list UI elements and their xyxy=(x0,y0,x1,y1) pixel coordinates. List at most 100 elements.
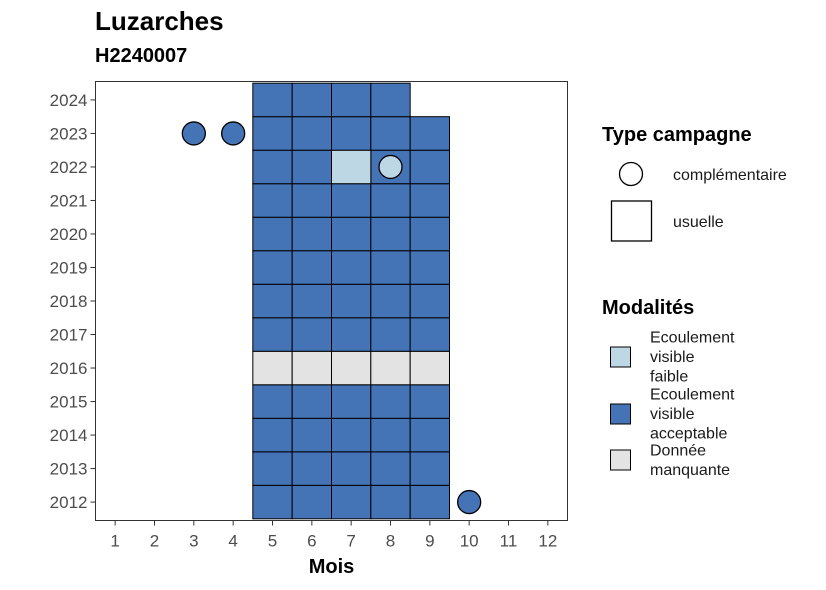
cell-2021-8 xyxy=(370,183,411,218)
point-2012-10 xyxy=(457,489,482,515)
cell-2013-7 xyxy=(331,451,372,486)
cell-2022-6 xyxy=(291,149,332,185)
heatmap-cells xyxy=(252,82,450,520)
x-tick-label-9: 9 xyxy=(425,532,434,551)
legend-label-faible-1: visible xyxy=(650,349,695,366)
cell-2014-6 xyxy=(291,417,332,453)
legend-label-faible-2: faible xyxy=(650,369,688,386)
cell-2021-7 xyxy=(331,183,372,218)
cell-2017-8 xyxy=(370,317,411,352)
legend-square-key xyxy=(610,200,653,242)
cell-2021-6 xyxy=(291,183,332,218)
cell-2017-5 xyxy=(252,317,293,352)
x-tick-label-3: 3 xyxy=(189,532,198,551)
cell-2012-5 xyxy=(252,484,293,520)
cell-2023-5 xyxy=(252,116,293,151)
y-tick-label-2022: 2022 xyxy=(50,158,88,177)
cell-2013-6 xyxy=(291,451,332,486)
legend-label-acceptable-1: visible xyxy=(650,406,695,423)
y-tick-label-2018: 2018 xyxy=(50,292,88,311)
cell-2016-9 xyxy=(409,350,450,386)
cell-2015-6 xyxy=(291,384,332,419)
cell-2018-5 xyxy=(252,283,293,319)
cell-2020-8 xyxy=(370,216,411,252)
y-tick-label-2021: 2021 xyxy=(50,191,88,210)
y-tick-label-2015: 2015 xyxy=(50,393,88,412)
cell-2020-6 xyxy=(291,216,332,252)
chart-subtitle: H2240007 xyxy=(95,45,188,67)
y-tick-label-2019: 2019 xyxy=(50,258,88,277)
point-2023-4 xyxy=(221,121,246,146)
cell-2014-8 xyxy=(370,417,411,453)
cell-2024-7 xyxy=(331,82,372,118)
y-tick-label-2012: 2012 xyxy=(50,493,88,512)
cell-2013-8 xyxy=(370,451,411,486)
cell-2014-7 xyxy=(331,417,372,453)
legend-type-title: Type campagne xyxy=(602,124,752,146)
y-axis: 2012 2013 2014 2015 2016 2017 2018 2019 2020 2021… xyxy=(50,91,96,512)
y-tick-label-2016: 2016 xyxy=(50,359,88,378)
cell-2013-5 xyxy=(252,451,293,486)
cell-2022-9 xyxy=(409,149,450,185)
cell-2016-8 xyxy=(370,350,411,386)
y-tick-label-2020: 2020 xyxy=(50,225,88,244)
cell-2012-7 xyxy=(331,484,372,520)
cell-2020-9 xyxy=(409,216,450,252)
cell-2016-6 xyxy=(291,350,332,386)
cell-2015-8 xyxy=(370,384,411,419)
cell-2018-7 xyxy=(331,283,372,319)
cell-2024-5 xyxy=(252,82,293,118)
cell-2019-8 xyxy=(370,250,411,285)
y-tick-label-2017: 2017 xyxy=(50,326,88,345)
cell-2015-7 xyxy=(331,384,372,419)
cell-2021-9 xyxy=(409,183,450,218)
cell-2022-5 xyxy=(252,149,293,185)
cell-2019-5 xyxy=(252,250,293,285)
legend-key-faible xyxy=(610,346,631,368)
legend-modalites: ModalitésEcoulementvisiblefaibleEcouleme… xyxy=(602,297,735,479)
x-axis-title: Mois xyxy=(309,556,355,578)
point-2022-8 xyxy=(378,154,403,180)
cell-2012-8 xyxy=(370,484,411,520)
cell-2020-5 xyxy=(252,216,293,252)
cell-2023-9 xyxy=(409,116,450,151)
cell-2018-6 xyxy=(291,283,332,319)
x-axis: 1 2 3 4 5 6 7 8 9 10 11 12 xyxy=(110,520,557,551)
cell-2015-9 xyxy=(409,384,450,419)
cell-2018-9 xyxy=(409,283,450,319)
cell-2022-7 xyxy=(331,149,372,185)
x-tick-label-7: 7 xyxy=(346,532,355,551)
chart-title: Luzarches xyxy=(95,6,224,36)
cell-2019-6 xyxy=(291,250,332,285)
cell-2024-6 xyxy=(291,82,332,118)
legend-circle-key xyxy=(618,161,644,187)
cell-2021-5 xyxy=(252,183,293,218)
cell-2016-5 xyxy=(252,350,293,386)
legend-label-manquante-1: manquante xyxy=(650,462,730,479)
x-tick-label-6: 6 xyxy=(307,532,316,551)
cell-2023-6 xyxy=(291,116,332,151)
x-tick-label-11: 11 xyxy=(500,532,518,551)
cell-2013-9 xyxy=(409,451,450,486)
cell-2017-7 xyxy=(331,317,372,352)
cell-2014-5 xyxy=(252,417,293,453)
legend-type-campagne: Type campagne complémentaire usuelle xyxy=(602,124,787,242)
x-tick-label-5: 5 xyxy=(268,532,277,551)
cell-2019-9 xyxy=(409,250,450,285)
x-tick-label-12: 12 xyxy=(538,532,557,551)
cell-2018-8 xyxy=(370,283,411,319)
legend-label-acceptable-0: Ecoulement xyxy=(650,387,735,404)
cell-2017-6 xyxy=(291,317,332,352)
cell-2024-8 xyxy=(370,82,411,118)
legend-type-label-0: complémentaire xyxy=(673,167,787,184)
legend-label-manquante-0: Donnée xyxy=(650,442,706,459)
cell-2019-7 xyxy=(331,250,372,285)
legend-modalites-title: Modalités xyxy=(602,297,694,319)
cell-2023-8 xyxy=(370,116,411,151)
x-tick-label-8: 8 xyxy=(386,532,395,551)
y-tick-label-2014: 2014 xyxy=(50,426,88,445)
cell-2020-7 xyxy=(331,216,372,252)
cell-2023-7 xyxy=(331,116,372,151)
x-tick-label-2: 2 xyxy=(150,532,159,551)
